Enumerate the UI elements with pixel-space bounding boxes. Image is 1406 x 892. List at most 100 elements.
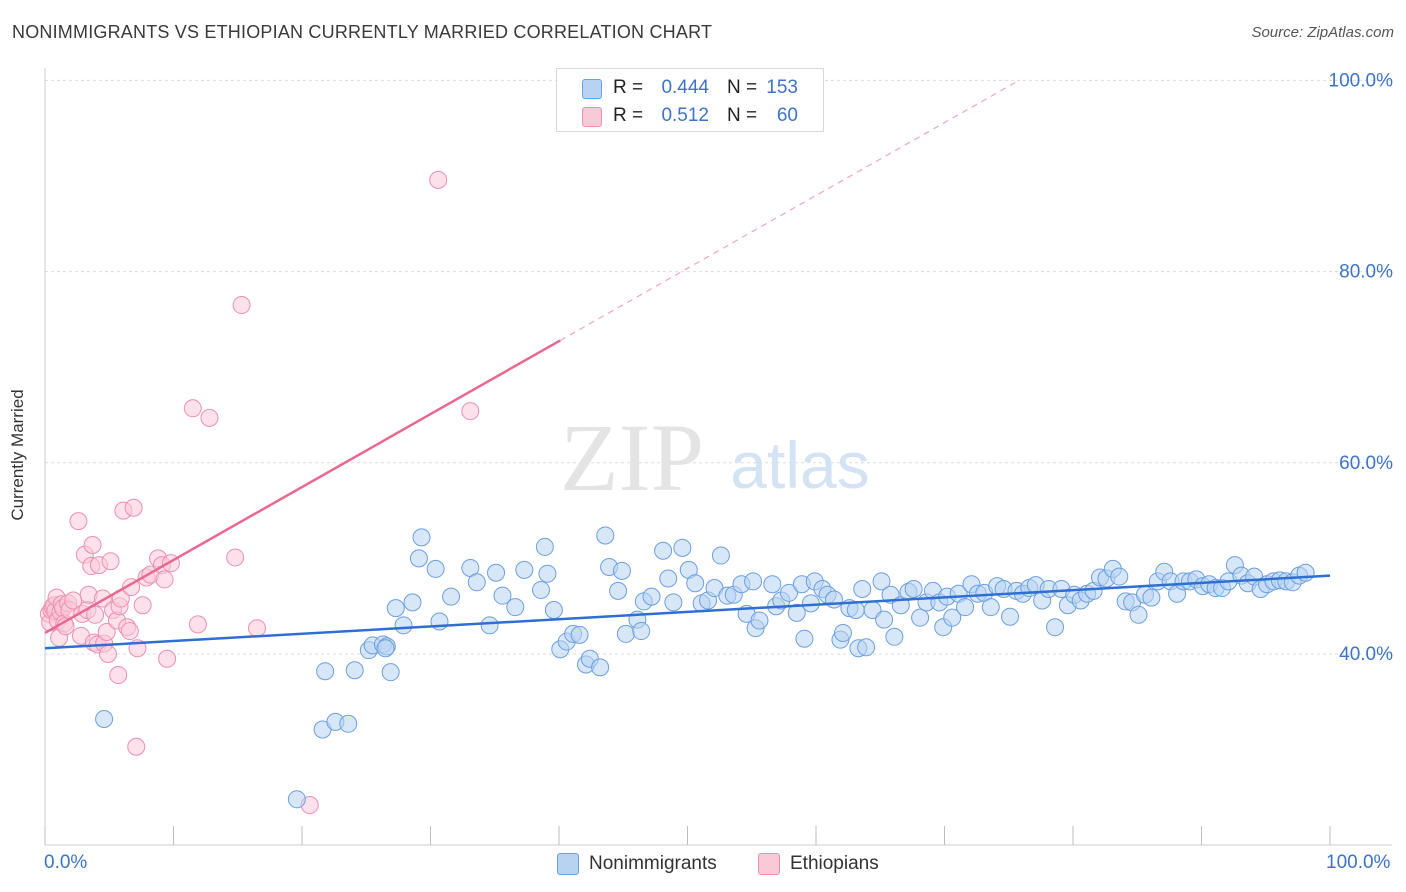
series-nonimmigrants: [95, 526, 1315, 809]
point-nonimmigrants: [956, 598, 975, 617]
point-ethiopians: [200, 408, 219, 427]
gridlines: [45, 79, 1392, 655]
point-nonimmigrants: [394, 616, 413, 635]
point-nonimmigrants: [339, 714, 358, 733]
legend-n-value: 153: [766, 77, 798, 98]
axes: [44, 68, 1392, 846]
point-nonimmigrants: [612, 561, 631, 580]
point-nonimmigrants: [911, 608, 930, 627]
point-nonimmigrants: [846, 601, 865, 620]
point-ethiopians: [183, 399, 202, 418]
series-ethiopians: [39, 170, 480, 815]
legend-r-label: R =: [613, 77, 644, 98]
point-nonimmigrants: [95, 710, 114, 729]
point-nonimmigrants: [487, 563, 506, 582]
legend-n-label: N =: [727, 105, 758, 126]
correlation-legend: R = 0.444 N = 153 R = 0.512 N = 60: [556, 68, 824, 132]
point-nonimmigrants: [659, 569, 678, 588]
y-tick-label: 40.0%: [1339, 644, 1393, 665]
x-min-label: 0.0%: [44, 852, 88, 873]
point-nonimmigrants: [981, 598, 1000, 617]
point-nonimmigrants: [538, 564, 557, 583]
point-nonimmigrants: [316, 662, 335, 681]
point-nonimmigrants: [1129, 605, 1148, 624]
point-nonimmigrants: [642, 587, 661, 606]
point-nonimmigrants: [467, 573, 486, 592]
point-ethiopians: [248, 619, 267, 638]
legend-swatch-pink: [758, 853, 780, 875]
legend-label: Nonimmigrants: [589, 853, 717, 874]
point-nonimmigrants: [287, 790, 306, 809]
legend-swatch-blue: [557, 853, 579, 875]
chart-title: NONIMMIGRANTS VS ETHIOPIAN CURRENTLY MAR…: [12, 22, 713, 42]
point-nonimmigrants: [801, 594, 820, 613]
point-ethiopians: [124, 498, 143, 517]
point-ethiopians: [158, 649, 177, 668]
point-ethiopians: [83, 536, 102, 555]
point-ethiopians: [109, 666, 128, 685]
point-ethiopians: [120, 622, 139, 641]
point-nonimmigrants: [1142, 588, 1161, 607]
point-nonimmigrants: [493, 586, 512, 605]
point-ethiopians: [101, 552, 120, 571]
legend-swatch-blue: [582, 79, 602, 99]
point-ethiopians: [226, 548, 245, 567]
legend-r-value: 0.444: [661, 77, 709, 98]
point-nonimmigrants: [442, 587, 461, 606]
legend-row-ethiopians: R = 0.512 N = 60: [557, 100, 823, 130]
point-nonimmigrants: [409, 549, 428, 568]
trend-line-ethiopians: [44, 339, 561, 635]
point-nonimmigrants: [780, 583, 799, 602]
point-nonimmigrants: [616, 624, 635, 643]
point-nonimmigrants: [532, 580, 551, 599]
point-nonimmigrants: [376, 639, 395, 658]
point-nonimmigrants: [1001, 607, 1020, 626]
point-nonimmigrants: [664, 593, 683, 612]
point-ethiopians: [461, 402, 480, 421]
point-nonimmigrants: [535, 537, 554, 556]
point-nonimmigrants: [544, 601, 563, 620]
point-nonimmigrants: [1296, 563, 1315, 582]
point-nonimmigrants: [345, 661, 364, 680]
point-nonimmigrants: [673, 538, 692, 557]
legend-n-value: 60: [776, 105, 798, 126]
point-nonimmigrants: [515, 560, 534, 579]
point-nonimmigrants: [609, 581, 628, 600]
legend-row-nonimmigrants: R = 0.444 N = 153: [557, 72, 823, 102]
point-ethiopians: [69, 512, 88, 531]
point-nonimmigrants: [795, 629, 814, 648]
legend-label: Ethiopians: [790, 853, 879, 874]
point-nonimmigrants: [506, 598, 525, 617]
legend-r-label: R =: [613, 105, 644, 126]
point-ethiopians: [127, 737, 146, 756]
point-nonimmigrants: [1046, 618, 1065, 637]
y-tick-label: 60.0%: [1339, 453, 1393, 474]
point-ethiopians: [133, 596, 152, 615]
point-nonimmigrants: [686, 574, 705, 593]
point-nonimmigrants: [787, 603, 806, 622]
source-label: Source: ZipAtlas.com: [1251, 24, 1394, 41]
point-ethiopians: [97, 623, 116, 642]
point-nonimmigrants: [426, 559, 445, 578]
trend-line-nonimmigrants: [44, 574, 1331, 650]
trend-lines: [44, 79, 1331, 650]
point-nonimmigrants: [875, 610, 894, 629]
series-legend: Nonimmigrants Ethiopians: [0, 852, 1406, 878]
legend-r-value: 0.512: [661, 105, 709, 126]
point-nonimmigrants: [750, 611, 769, 630]
point-nonimmigrants: [403, 593, 422, 612]
legend-n-label: N =: [727, 77, 758, 98]
point-nonimmigrants: [591, 658, 610, 677]
point-ethiopians: [188, 615, 207, 634]
watermark-atlas: atlas: [730, 428, 869, 502]
x-max-label: 100.0%: [1326, 852, 1391, 873]
point-nonimmigrants: [824, 590, 843, 609]
point-nonimmigrants: [885, 627, 904, 646]
point-nonimmigrants: [904, 579, 923, 598]
point-nonimmigrants: [596, 526, 615, 545]
point-ethiopians: [155, 570, 174, 589]
point-nonimmigrants: [833, 623, 852, 642]
point-nonimmigrants: [412, 528, 431, 547]
point-nonimmigrants: [763, 575, 782, 594]
